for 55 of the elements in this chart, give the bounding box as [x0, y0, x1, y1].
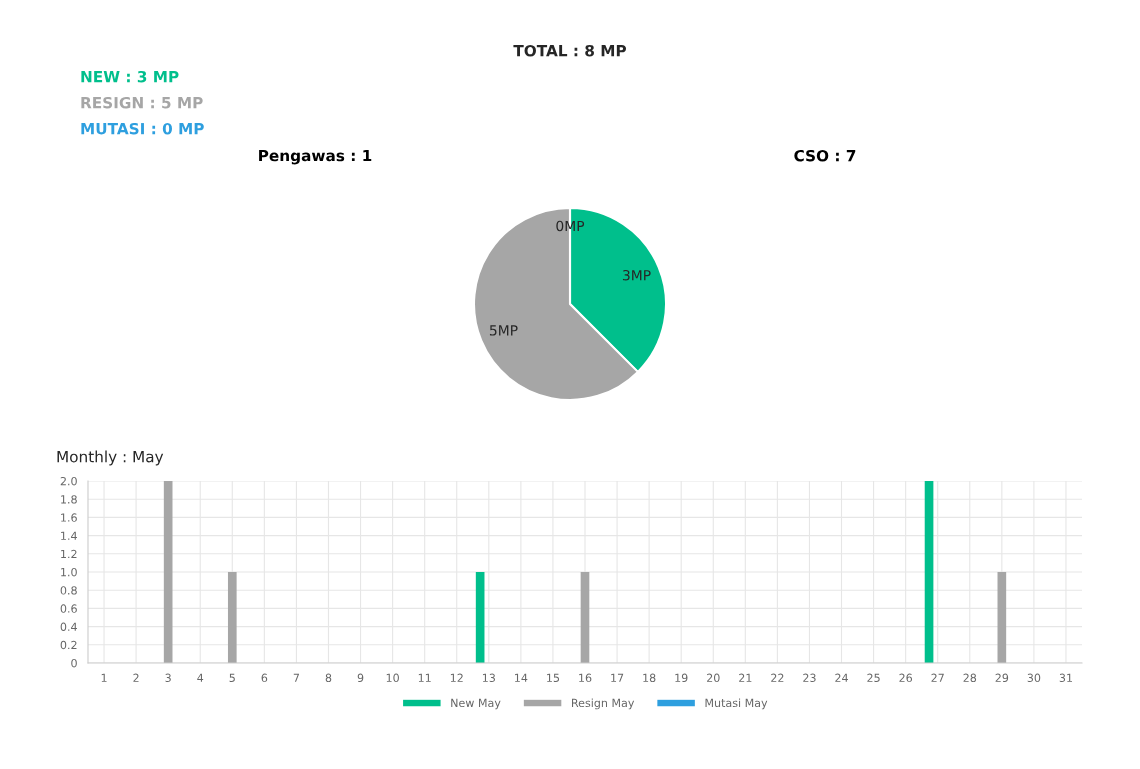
- x-tick-label: 18: [643, 673, 656, 683]
- x-tick-label: 25: [867, 673, 880, 683]
- x-tick-label: 20: [707, 673, 720, 683]
- data-label: 3MP: [622, 269, 651, 281]
- x-tick-label: 5: [229, 673, 235, 683]
- y-tick-label: 0.2: [60, 640, 77, 650]
- y-tick-label: 1.4: [61, 531, 77, 540]
- y-tick-label: 1.2: [61, 549, 77, 559]
- text: Pengawas : 1: [259, 149, 372, 165]
- text: 0MP: [556, 220, 585, 232]
- text: CSO : 7: [794, 149, 856, 162]
- x-tick-label: 23: [803, 673, 816, 683]
- x-tick-label: 27: [931, 673, 944, 682]
- x-tick-label: 4: [197, 673, 204, 682]
- x-tick-label: 2: [133, 673, 139, 682]
- x-tick-label: 7: [293, 673, 299, 682]
- x-tick-label: 1: [101, 673, 107, 682]
- text: MUTASI : 0 MP: [81, 122, 204, 135]
- legend-label: New May: [451, 698, 501, 710]
- x-tick-label: 29: [995, 673, 1009, 683]
- x-tick-label: 14: [515, 673, 528, 682]
- x-tick-label: 21: [739, 673, 752, 682]
- x-tick-label: 24: [835, 673, 848, 682]
- y-tick-label: 0.4: [60, 622, 77, 631]
- x-tick-label: 22: [771, 673, 784, 682]
- x-tick-label: 31: [1059, 673, 1073, 683]
- text: RESIGN : 5 MP: [81, 96, 203, 109]
- x-tick-label: 13: [482, 673, 495, 683]
- x-tick-label: 9: [357, 673, 364, 683]
- text: NEW : 3 MP: [81, 70, 179, 83]
- x-tick-label: 30: [1027, 673, 1041, 683]
- chart-title: TOTAL : 8 MP: [513, 44, 627, 57]
- chart-title: Monthly : May: [57, 450, 164, 466]
- y-tick-label: 1.8: [61, 495, 77, 504]
- x-tick-label: 6: [261, 673, 268, 683]
- x-tick-label: 16: [579, 673, 592, 683]
- legend-label: Mutasi May: [705, 698, 768, 710]
- x-tick-label: 12: [450, 673, 463, 682]
- x-tick-label: 19: [675, 673, 688, 683]
- x-tick-label: 17: [611, 673, 624, 682]
- x-tick-label: 11: [418, 673, 431, 682]
- y-tick-label: 1.0: [61, 567, 77, 577]
- y-tick-label: 2.0: [60, 476, 77, 486]
- x-tick-label: 15: [547, 673, 560, 683]
- x-tick-label: 10: [386, 673, 399, 683]
- legend-label: Resign May: [572, 698, 635, 710]
- x-tick-label: 28: [963, 673, 977, 683]
- y-tick-label: 1.6: [61, 513, 77, 522]
- x-tick-label: 26: [899, 673, 913, 683]
- data-label: 5MP: [489, 325, 518, 336]
- y-tick-label: 0.6: [60, 604, 77, 613]
- x-tick-label: 8: [325, 673, 332, 683]
- x-tick-label: 3: [165, 673, 171, 683]
- y-tick-label: 0.8: [60, 586, 77, 595]
- y-tick-label: 0: [71, 658, 77, 668]
